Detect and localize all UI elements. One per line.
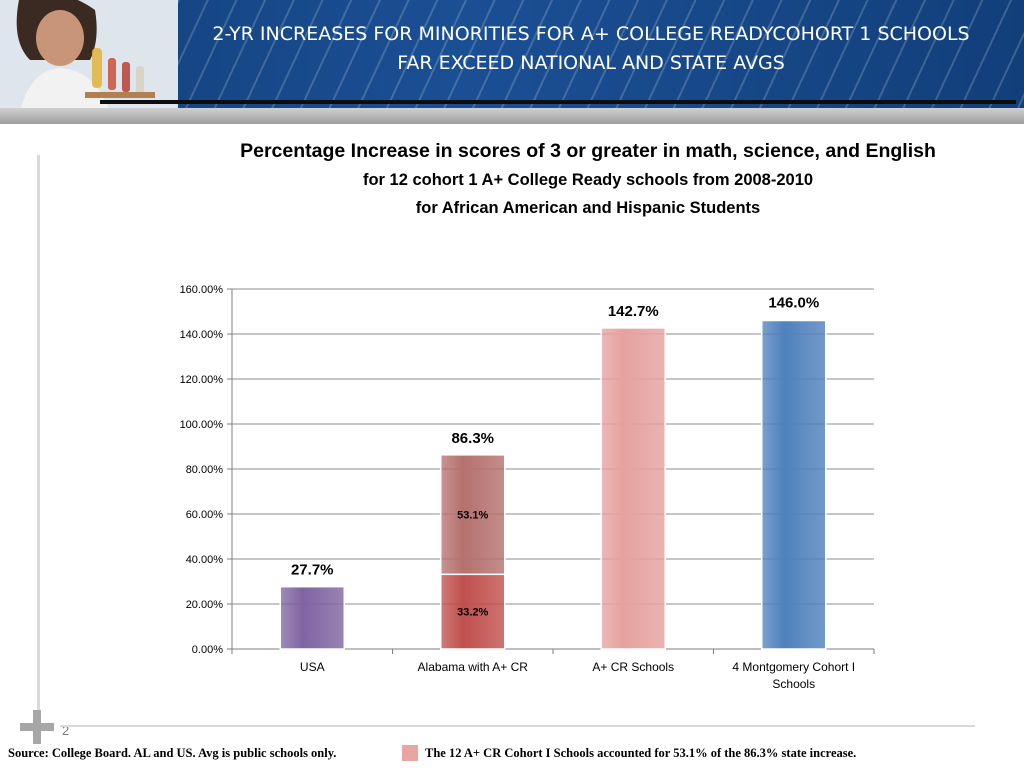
slide-title: 2-YR INCREASES FOR MINORITIES FOR A+ COL… — [178, 20, 1004, 78]
bar-total-label: 146.0% — [768, 295, 819, 312]
x-category-label: A+ CR Schools — [592, 660, 674, 674]
y-tick-label: 120.00% — [180, 374, 224, 386]
y-tick-label: 100.00% — [180, 419, 224, 431]
slide-header: 2-YR INCREASES FOR MINORITIES FOR A+ COL… — [0, 0, 1024, 122]
chart-title: Percentage Increase in scores of 3 or gr… — [240, 140, 936, 162]
header-rule — [100, 100, 1016, 104]
legend-swatch-icon — [402, 745, 418, 761]
left-divider — [37, 155, 40, 710]
footer-divider — [60, 725, 975, 727]
y-tick-label: 140.00% — [180, 329, 224, 341]
y-tick-label: 40.00% — [186, 554, 224, 566]
segment-label: 53.1% — [457, 510, 488, 522]
x-category-label: Alabama with A+ CR — [418, 660, 529, 674]
segment-label: 33.2% — [457, 607, 488, 619]
bar-chart: 0.00% 20.00% 40.00% 60.00% 80.00% 100.00% 120.… — [180, 284, 875, 691]
scientist-photo — [0, 0, 178, 112]
bar-total-label: 27.7% — [291, 562, 334, 579]
bar-segment — [440, 454, 506, 576]
x-category-label: USA — [300, 660, 325, 674]
slide-title-line2: FAR EXCEED NATIONAL AND STATE AVGS — [397, 52, 785, 74]
plus-icon — [20, 710, 54, 744]
y-tick-label: 60.00% — [186, 509, 224, 521]
bar-segment — [279, 585, 345, 650]
source-note: Source: College Board. AL and US. Avg is… — [8, 746, 337, 760]
y-tick-label: 80.00% — [186, 464, 224, 476]
footnote: The 12 A+ CR Cohort I Schools accounted … — [425, 746, 857, 760]
bar-segment — [600, 327, 666, 650]
bar-total-label: 86.3% — [451, 430, 494, 447]
slide-title-line1: 2-YR INCREASES FOR MINORITIES FOR A+ COL… — [212, 23, 970, 45]
bar-segment — [440, 573, 506, 650]
y-tick-label: 0.00% — [192, 644, 223, 656]
header-band — [0, 108, 1024, 124]
chart-titles: Percentage Increase in scores of 3 or gr… — [160, 136, 1016, 222]
y-tick-label: 20.00% — [186, 599, 224, 611]
x-category-label: 4 Montgomery Cohort I Schools — [732, 660, 855, 691]
bar-total-label: 142.7% — [608, 303, 659, 320]
bar-segment — [761, 319, 827, 650]
scientist-illustration-icon — [0, 0, 178, 112]
page-number: 2 — [62, 723, 70, 738]
chart-subtitle-2: for African American and Hispanic Studen… — [415, 199, 761, 217]
y-tick-label: 160.00% — [180, 284, 224, 296]
chart-subtitle-1: for 12 cohort 1 A+ College Ready schools… — [362, 171, 814, 189]
header-texture — [178, 0, 1024, 108]
